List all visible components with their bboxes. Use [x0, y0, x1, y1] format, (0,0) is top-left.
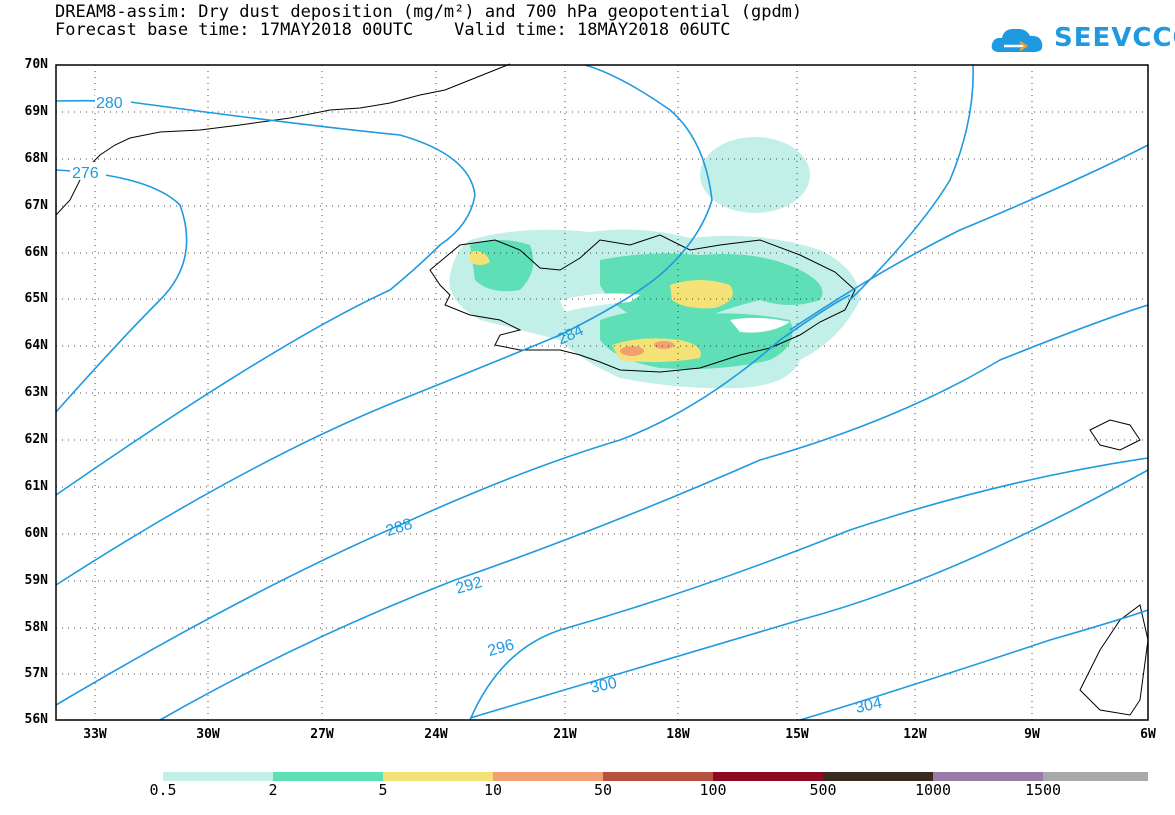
contour-label-296: 296: [486, 636, 516, 660]
colorbar-swatch-2: [383, 772, 493, 781]
dust-deposition-field: [449, 137, 860, 389]
colorbar-swatch-4: [603, 772, 713, 781]
lat-label: 61N: [24, 479, 48, 494]
contour-280: [55, 99, 476, 496]
lat-label: 59N: [24, 573, 48, 588]
contour-label-300: 300: [589, 675, 619, 697]
colorbar-swatch-7: [933, 772, 1043, 781]
map-frame: [55, 64, 1149, 721]
lat-label: 68N: [24, 151, 48, 166]
lat-label: 65N: [24, 291, 48, 306]
colorbar-label: 5: [378, 781, 388, 799]
lat-label: 66N: [24, 245, 48, 260]
colorbar-label: 1500: [1024, 781, 1062, 799]
colorbar-label: 0.5: [149, 781, 177, 799]
logo-text: SEEVCCC: [1054, 23, 1175, 53]
contour-284: [55, 64, 713, 586]
lat-label: 62N: [24, 432, 48, 447]
lon-label: 24W: [424, 727, 448, 742]
lat-label: 67N: [24, 198, 48, 213]
contour-304: [799, 609, 1149, 721]
lat-label: 56N: [24, 712, 48, 727]
colorbar-swatch-6: [823, 772, 933, 781]
colorbar: [163, 772, 1148, 781]
contour-label-304: 304: [854, 695, 884, 717]
colorbar-label: 10: [483, 781, 503, 799]
colorbar-swatch-0: [163, 772, 273, 781]
coast-fragment-east: [1079, 419, 1149, 716]
lat-label: 60N: [24, 526, 48, 541]
cloud-logo-icon: [991, 28, 1043, 52]
lon-label: 15W: [785, 727, 809, 742]
lon-label: 27W: [310, 727, 334, 742]
contour-label-292: 292: [454, 574, 484, 598]
lat-label: 70N: [24, 57, 48, 72]
greenland-coastline: [55, 63, 511, 216]
lat-label: 64N: [24, 338, 48, 353]
colorbar-label: 1000: [914, 781, 952, 799]
contour-292: [159, 304, 1149, 721]
colorbar-swatch-3: [493, 772, 603, 781]
lon-label: 18W: [666, 727, 690, 742]
contour-276: [55, 169, 188, 413]
lat-label: 69N: [24, 104, 48, 119]
contour-288: [55, 294, 851, 706]
lat-label: 58N: [24, 620, 48, 635]
iceland-coastline: [429, 234, 856, 373]
lon-label: 12W: [903, 727, 927, 742]
contour-300: [469, 469, 1149, 719]
lon-label: 33W: [83, 727, 107, 742]
graticule: [56, 65, 1148, 720]
contour-label-276: 276: [72, 165, 99, 182]
lon-label: 21W: [553, 727, 577, 742]
lon-label: 30W: [196, 727, 220, 742]
map-title: DREAM8-assim: Dry dust deposition (mg/m²…: [55, 2, 803, 22]
lat-label: 57N: [24, 666, 48, 681]
map-subtitle: Forecast base time: 17MAY2018 00UTC Vali…: [55, 20, 731, 40]
colorbar-label: 50: [593, 781, 613, 799]
colorbar-swatch-1: [273, 772, 383, 781]
contour-label-280: 280: [96, 95, 123, 112]
lat-label: 63N: [24, 385, 48, 400]
contour-label-288: 288: [384, 516, 415, 540]
contour-284-east: [849, 64, 974, 301]
geopotential-contours: [55, 64, 1149, 721]
lon-label: 9W: [1024, 727, 1040, 742]
colorbar-swatch-5: [713, 772, 823, 781]
contour-288-east: [789, 144, 1149, 331]
colorbar-label: 100: [699, 781, 727, 799]
colorbar-label: 2: [268, 781, 278, 799]
colorbar-label: 500: [809, 781, 837, 799]
colorbar-swatch-8: [1043, 772, 1148, 781]
lon-label: 6W: [1140, 727, 1156, 742]
contour-296: [469, 457, 1149, 721]
